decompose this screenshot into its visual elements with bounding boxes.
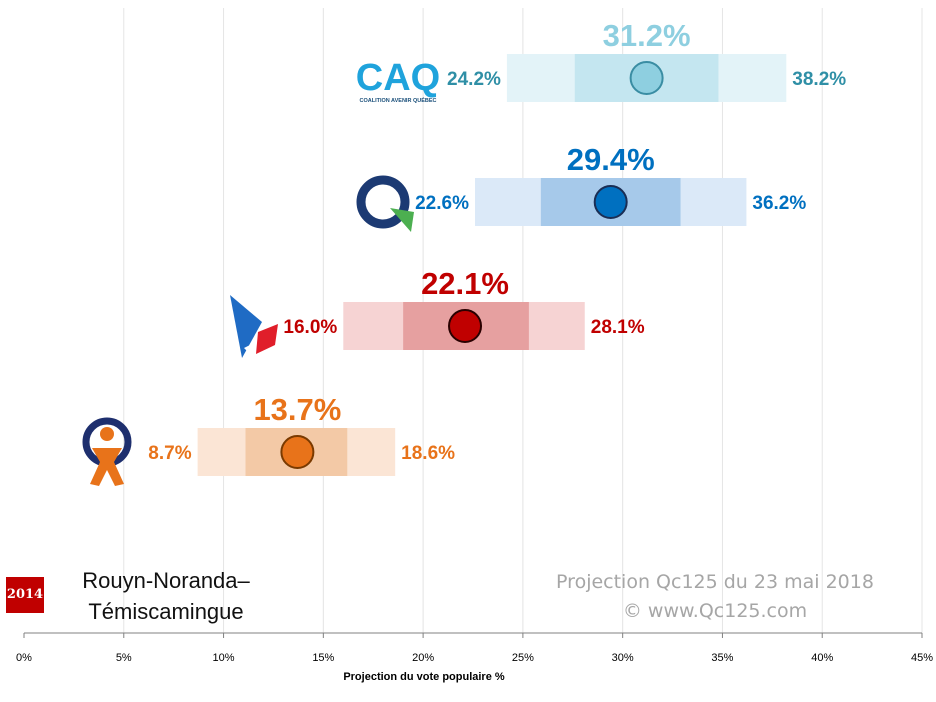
riding-name: Rouyn-Noranda– Témiscamingue [66,565,266,627]
high-bound-label: 18.6% [401,443,455,464]
projection-value-label: 13.7% [253,392,341,427]
x-tick-label: 10% [213,652,235,664]
credit-line1: Projection Qc125 du 23 mai 2018 [556,571,874,593]
projection-dot [448,309,483,343]
credit-line2: © www.Qc125.com [622,600,808,622]
high-bound-label: 28.1% [591,317,645,338]
x-tick-label: 25% [512,652,534,664]
x-tick-label: 40% [811,652,833,664]
credit-block: Projection Qc125 du 23 mai 2018 © www.Qc… [535,568,895,626]
plq-arrow [390,208,414,232]
party-row-pq: 22.1% 16.0% 28.1% [283,266,645,350]
projection-value-label: 31.2% [603,18,691,53]
x-tick-label: 45% [911,652,933,664]
party-rows: 31.2% 24.2% 38.2% 29.4% 22.6% 36.2% 22.1% 16.0%… [82,18,846,486]
x-axis-label: Projection du vote populaire % [343,671,505,683]
qs-figure-body [90,448,124,486]
projection-value-label: 22.1% [421,266,509,301]
low-bound-label: 16.0% [283,317,337,338]
x-tick-label: 30% [612,652,634,664]
year-badge: 2014 [6,577,44,613]
pq-blue-shape [230,295,262,358]
x-tick-label: 0% [16,652,32,664]
party-row-caq: 31.2% 24.2% 38.2% [447,18,846,102]
x-tick-label: 15% [312,652,334,664]
party-row-plq: 29.4% 22.6% 36.2% [415,142,806,226]
projection-dot [629,61,664,95]
caq-logo-subtext: COALITION AVENIR QUÉBEC [359,96,436,104]
qs-logo-icon [82,417,132,486]
x-tick-label: 5% [116,652,132,664]
plq-ring [356,175,410,229]
low-bound-label: 24.2% [447,69,501,90]
x-axis: 0% 5% 10% 15% 20% 25% 30% 35% 40% 45% [16,632,933,664]
plq-logo-icon [356,175,414,232]
high-bound-label: 36.2% [752,193,806,214]
qs-figure-head [100,427,114,441]
low-bound-label: 22.6% [415,193,469,214]
caq-logo-letters: CAQ [356,57,440,99]
pq-fleur-accent [244,342,256,356]
projection-dot [280,435,315,469]
x-tick-label: 35% [711,652,733,664]
riding-name-line1: Rouyn-Noranda– [82,568,250,593]
projection-value-label: 29.4% [567,142,655,177]
projection-dot [593,185,628,219]
high-bound-label: 38.2% [792,69,846,90]
x-tick-label: 20% [412,652,434,664]
party-row-qs: 13.7% 8.7% 18.6% [148,392,455,476]
pq-red-shape [256,324,278,354]
riding-name-line2: Témiscamingue [88,599,244,624]
pq-logo-icon [230,295,278,358]
low-bound-label: 8.7% [148,443,191,464]
